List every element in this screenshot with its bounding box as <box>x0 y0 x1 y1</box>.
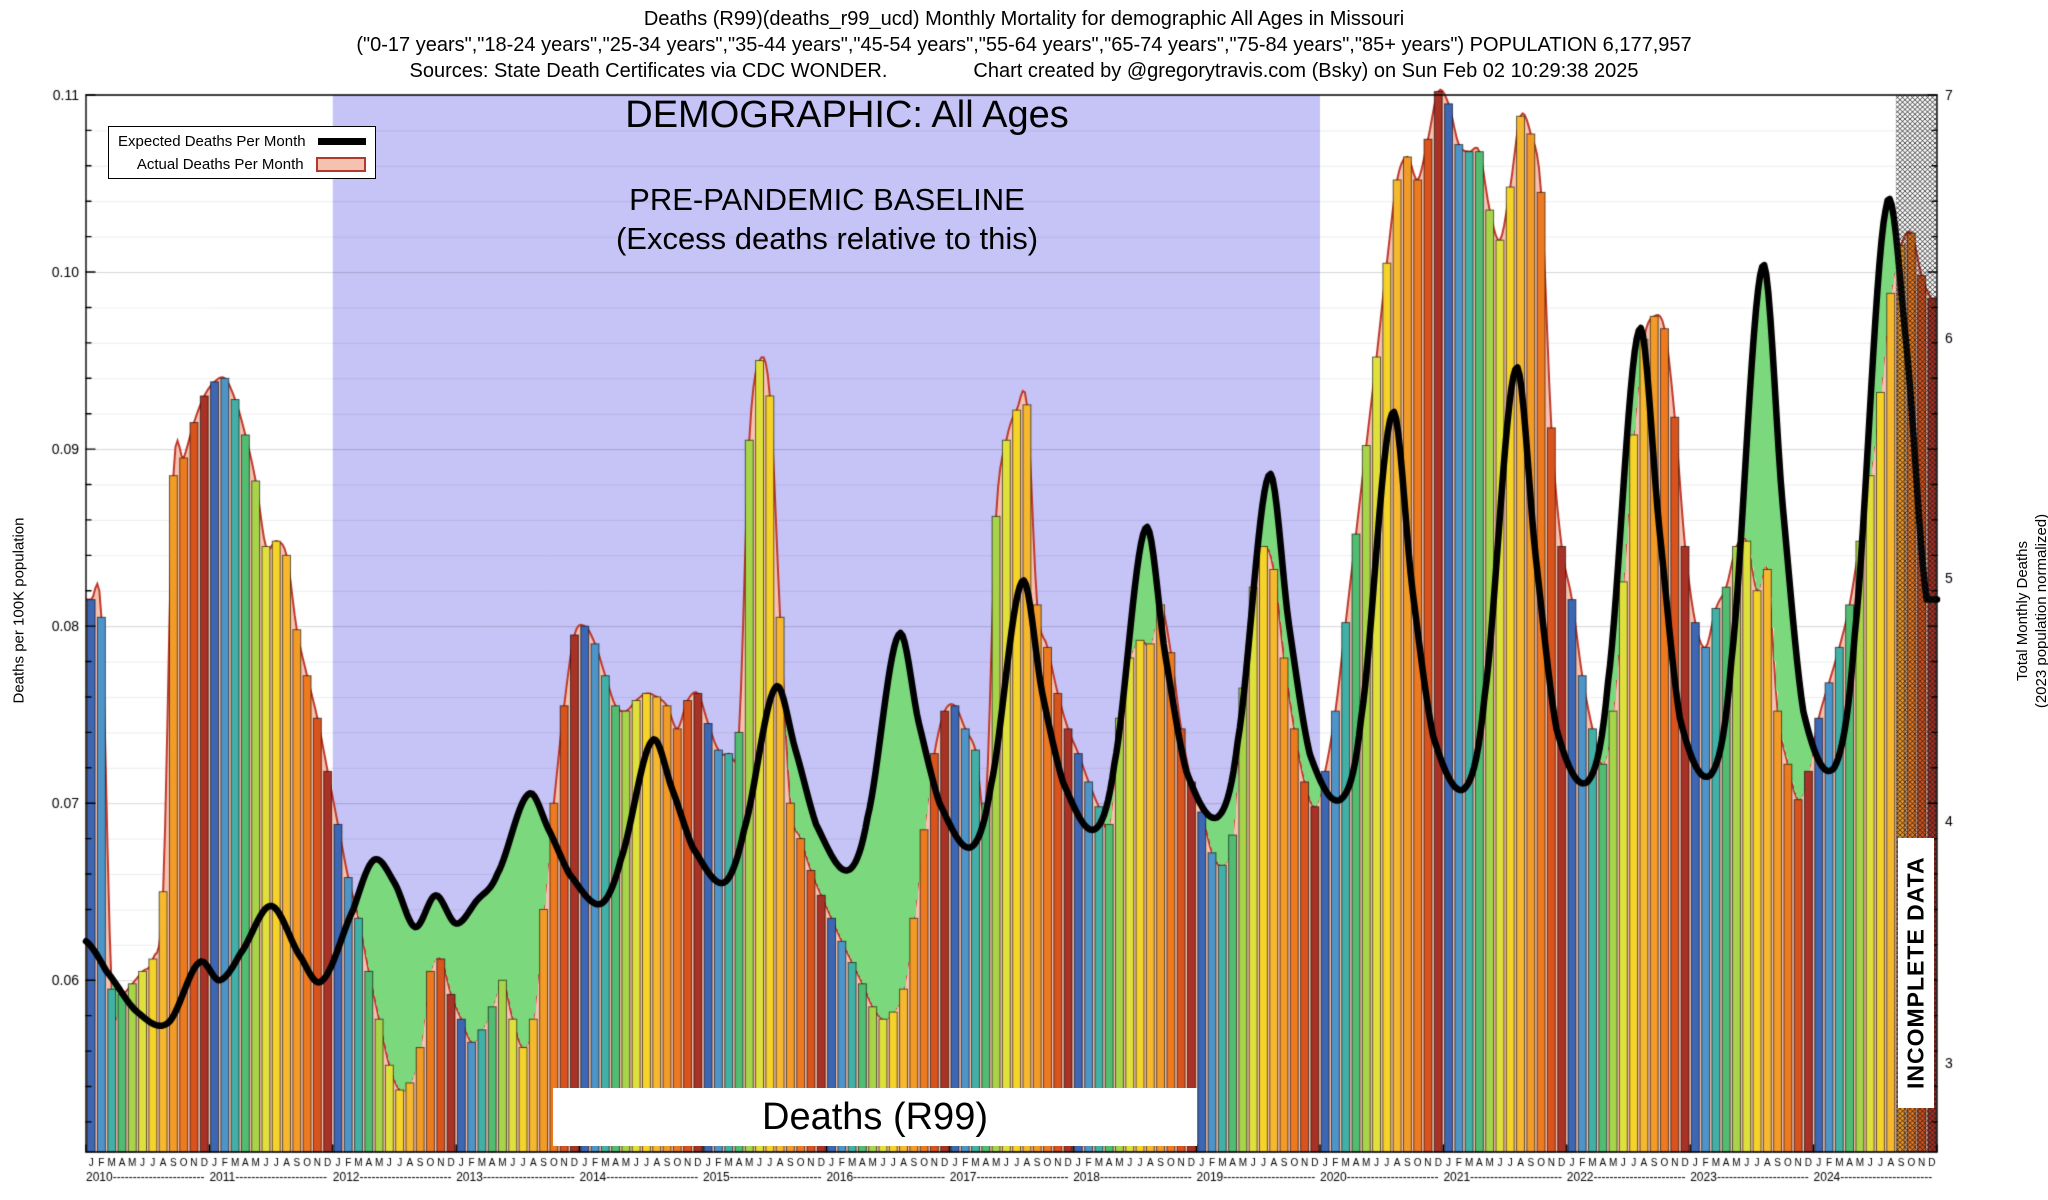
chart-subtitle: ("0-17 years","18-24 years","25-34 years… <box>356 34 1692 56</box>
y-axis-right-label: Total Monthly Deaths (2023 population no… <box>2013 431 2048 791</box>
y-axis-left-label: Deaths per 100K population <box>10 517 28 704</box>
legend: Expected Deaths Per Month Actual Deaths … <box>108 126 376 179</box>
legend-row-actual: Actual Deaths Per Month <box>118 154 366 174</box>
chart-source-row: Sources: State Death Certificates via CD… <box>0 58 2048 84</box>
baseline-heading: PRE-PANDEMIC BASELINE <box>629 182 1025 217</box>
y-axis-right-label-line2: (2023 population normalized) <box>2033 513 2048 709</box>
bottom-cause-label: Deaths (R99) <box>553 1088 1197 1146</box>
actual-area-sample <box>315 156 366 172</box>
incomplete-data-label: INCOMPLETE DATA <box>1898 838 1934 1108</box>
chart-source: Sources: State Death Certificates via CD… <box>409 60 888 82</box>
legend-expected-label: Expected Deaths Per Month <box>118 132 306 150</box>
demographic-heading: DEMOGRAPHIC: All Ages <box>625 94 1069 136</box>
chart-title: Deaths (R99)(deaths_r99_ucd) Monthly Mor… <box>643 8 1405 30</box>
baseline-subheading: (Excess deaths relative to this) <box>615 221 1039 256</box>
baseline-annotation: PRE-PANDEMIC BASELINE (Excess deaths rel… <box>327 180 1327 258</box>
chart-credit: Chart created by @gregorytravis.com (Bsk… <box>973 60 1639 82</box>
y-axis-right-label-line1: Total Monthly Deaths <box>2014 540 2031 682</box>
legend-row-expected: Expected Deaths Per Month <box>118 131 366 151</box>
expected-line-sample <box>317 137 366 145</box>
chart-titles: Deaths (R99)(deaths_r99_ucd) Monthly Mor… <box>0 6 2048 84</box>
legend-actual-label: Actual Deaths Per Month <box>136 155 304 173</box>
